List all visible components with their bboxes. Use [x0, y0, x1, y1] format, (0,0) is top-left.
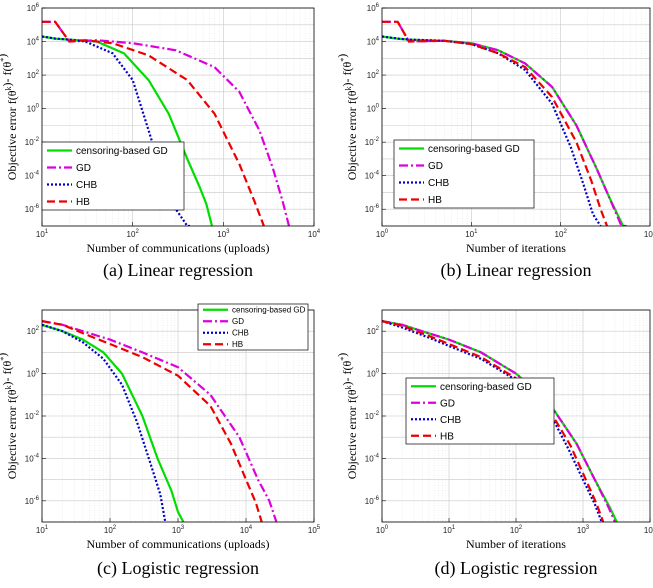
legend-entry: CHB: [440, 415, 461, 426]
y-tick-label: 100: [27, 104, 40, 114]
legend-entry: CHB: [76, 180, 97, 191]
chart-panel-3: 100 101 102 103 104 10-6 10-4 10-2 100 102 Number …: [335, 309, 653, 579]
y-tick-label: 100: [367, 369, 380, 379]
subfigure-caption: (d) Logistic regression: [435, 558, 598, 579]
legend-entry: censoring-based GD: [440, 382, 532, 393]
series-line-0: [42, 323, 185, 522]
x-tick-label: 103: [644, 229, 653, 239]
axes-frame: [41, 7, 315, 227]
series-line-1: [42, 20, 291, 226]
y-tick-label: 106: [27, 3, 40, 13]
legend-entry: GD: [440, 398, 455, 409]
y-axis-label: Objective error f(θk)- f(θ*): [335, 54, 359, 180]
x-tick-label: 104: [240, 525, 253, 535]
y-tick-label: 106: [367, 3, 380, 13]
subfigure-caption: (a) Linear regression: [103, 260, 253, 281]
y-tick-label: 10-6: [365, 204, 380, 214]
legend: censoring-based GD GD CHB HB: [41, 141, 185, 211]
axes-frame: [381, 7, 651, 227]
series-line-3: [382, 20, 609, 226]
x-tick-label: 100: [376, 229, 389, 239]
legend: censoring-based GD GD CHB HB: [405, 377, 555, 445]
y-tick-label: 10-4: [25, 453, 40, 463]
y-tick-label: 10-2: [365, 411, 380, 421]
x-tick-label: 102: [127, 229, 140, 239]
x-tick-label: 105: [308, 525, 321, 535]
y-tick-label: 10-6: [25, 204, 40, 214]
y-tick-label: 10-6: [365, 496, 380, 506]
y-tick-label: 102: [27, 70, 40, 80]
y-tick-label: 10-6: [25, 496, 40, 506]
series-line-2: [382, 35, 602, 226]
legend-entry: HB: [440, 431, 454, 442]
x-tick-label: 101: [443, 525, 456, 535]
x-axis-label: Number of communications (uploads): [87, 241, 270, 255]
y-tick-label: 10-4: [365, 453, 380, 463]
series-line-3: [42, 320, 263, 522]
y-tick-label: 10-2: [25, 411, 40, 421]
y-tick-label: 102: [367, 70, 380, 80]
series-line-2: [42, 35, 192, 226]
y-tick-label: 10-2: [365, 137, 380, 147]
x-tick-label: 101: [36, 525, 49, 535]
y-axis-label: Objective error f(θk)- f(θ*): [0, 54, 19, 180]
x-tick-label: 102: [510, 525, 523, 535]
legend-entry: censoring-based GD: [232, 306, 306, 315]
y-axis-label: Objective error f(θk)- f(θ*): [335, 353, 359, 479]
legend-entry: HB: [428, 195, 442, 206]
legend-entry: GD: [428, 161, 443, 172]
subfigure-caption: (b) Linear regression: [441, 260, 592, 281]
chart-panel-2: 101 102 103 104 105 10-6 10-4 10-2 100 102 Number …: [0, 303, 321, 579]
x-tick-label: 104: [644, 525, 653, 535]
y-tick-label: 10-4: [365, 171, 380, 181]
series-line-2: [42, 323, 167, 522]
y-tick-label: 100: [27, 369, 40, 379]
x-axis-label: Number of communications (uploads): [87, 537, 270, 551]
x-axis-label: Number of iterations: [466, 241, 566, 255]
chart-panel-0: 101 102 103 104 10-6 10-4 10-2 100 102 104 106 Numb…: [0, 3, 321, 281]
x-tick-label: 102: [104, 525, 117, 535]
legend-entry: CHB: [232, 329, 249, 338]
legend-entry: GD: [232, 317, 244, 326]
series-line-2: [382, 320, 603, 522]
series-line-1: [382, 320, 617, 522]
y-tick-label: 104: [367, 37, 380, 47]
x-tick-label: 101: [465, 229, 478, 239]
y-tick-label: 100: [367, 104, 380, 114]
grid: [41, 309, 314, 523]
series-line-3: [42, 20, 265, 226]
x-tick-label: 103: [172, 525, 185, 535]
y-tick-label: 10-4: [25, 171, 40, 181]
y-axis-label: Objective error f(θk)- f(θ*): [0, 353, 19, 479]
legend-entry: GD: [76, 163, 91, 174]
y-tick-label: 104: [27, 37, 40, 47]
legend: censoring-based GD GD CHB HB: [393, 139, 535, 209]
x-axis-label: Number of iterations: [466, 537, 566, 551]
legend-entry: HB: [232, 340, 243, 349]
x-tick-label: 104: [308, 229, 321, 239]
x-tick-label: 103: [217, 229, 230, 239]
x-tick-label: 100: [376, 525, 389, 535]
series-line-1: [42, 320, 278, 522]
legend-entry: CHB: [428, 178, 449, 189]
y-tick-label: 10-2: [25, 137, 40, 147]
x-tick-label: 103: [577, 525, 590, 535]
legend-entry: HB: [76, 197, 90, 208]
legend-entry: censoring-based GD: [76, 146, 168, 157]
legend: censoring-based GD GD CHB HB: [197, 303, 309, 351]
series-line-0: [42, 35, 214, 226]
y-tick-label: 102: [27, 326, 40, 336]
x-tick-label: 101: [36, 229, 49, 239]
subfigure-caption: (c) Logistic regression: [97, 558, 259, 579]
y-tick-label: 102: [367, 326, 380, 336]
legend-entry: censoring-based GD: [428, 144, 520, 155]
x-tick-label: 102: [555, 229, 568, 239]
chart-panel-1: 100 101 102 103 10-6 10-4 10-2 100 102 104 106 Numb…: [335, 3, 653, 281]
